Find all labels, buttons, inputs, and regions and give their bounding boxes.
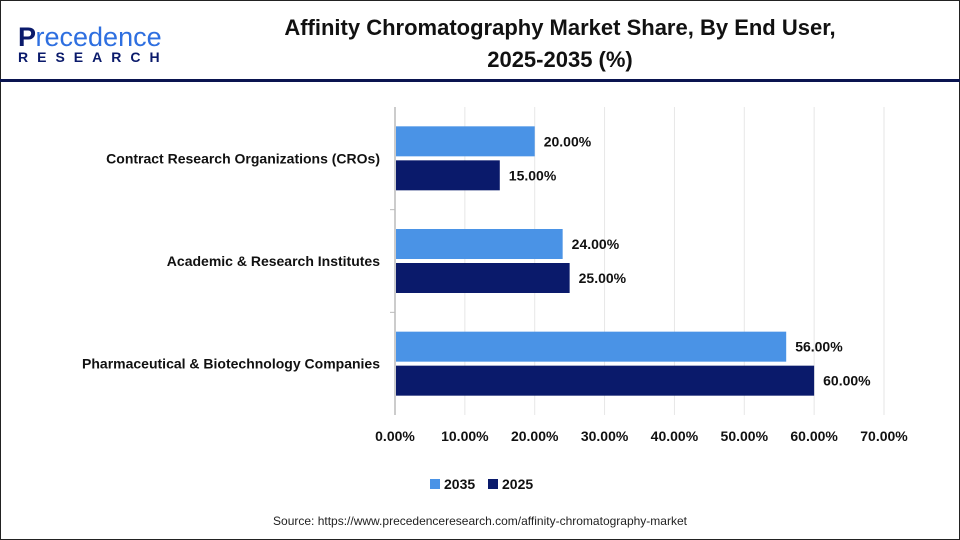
x-tick-label: 60.00% xyxy=(790,428,838,444)
data-label: 15.00% xyxy=(509,167,557,183)
bar-2035 xyxy=(396,126,535,157)
bar-2025 xyxy=(396,160,500,191)
logo: Precedence RESEARCH xyxy=(18,22,169,65)
x-tick-label: 0.00% xyxy=(375,428,415,444)
logo-text: recedence xyxy=(35,22,162,52)
data-label: 20.00% xyxy=(544,133,592,149)
bar-2035 xyxy=(396,331,787,362)
x-tick-label: 40.00% xyxy=(651,428,699,444)
data-label: 60.00% xyxy=(823,373,871,389)
x-tick-label: 10.00% xyxy=(441,428,489,444)
category-label: Contract Research Organizations (CROs) xyxy=(106,150,380,166)
logo-subtext: RESEARCH xyxy=(18,49,169,65)
chart-title: Affinity Chromatography Market Share, By… xyxy=(200,12,920,76)
bar-2035 xyxy=(396,229,563,259)
x-tick-label: 20.00% xyxy=(511,428,559,444)
x-tick-label: 70.00% xyxy=(860,428,908,444)
legend-label: 2025 xyxy=(502,476,533,492)
title-line-2: 2025-2035 (%) xyxy=(487,47,633,72)
bar-2025 xyxy=(396,263,570,293)
data-label: 24.00% xyxy=(572,236,620,252)
data-label: 25.00% xyxy=(579,270,627,286)
legend-swatch-2025 xyxy=(488,479,498,489)
category-label: Pharmaceutical & Biotechnology Companies xyxy=(82,356,380,372)
logo-text: P xyxy=(18,22,36,52)
legend-swatch-2035 xyxy=(430,479,440,489)
data-label: 56.00% xyxy=(795,339,843,355)
legend-label: 2035 xyxy=(444,476,475,492)
header-divider xyxy=(0,79,960,82)
title-line-1: Affinity Chromatography Market Share, By… xyxy=(284,15,836,40)
category-label: Academic & Research Institutes xyxy=(167,253,380,269)
bar-2025 xyxy=(396,365,815,396)
x-tick-label: 30.00% xyxy=(581,428,629,444)
source-note: Source: https://www.precedenceresearch.c… xyxy=(273,514,687,528)
x-tick-label: 50.00% xyxy=(721,428,769,444)
